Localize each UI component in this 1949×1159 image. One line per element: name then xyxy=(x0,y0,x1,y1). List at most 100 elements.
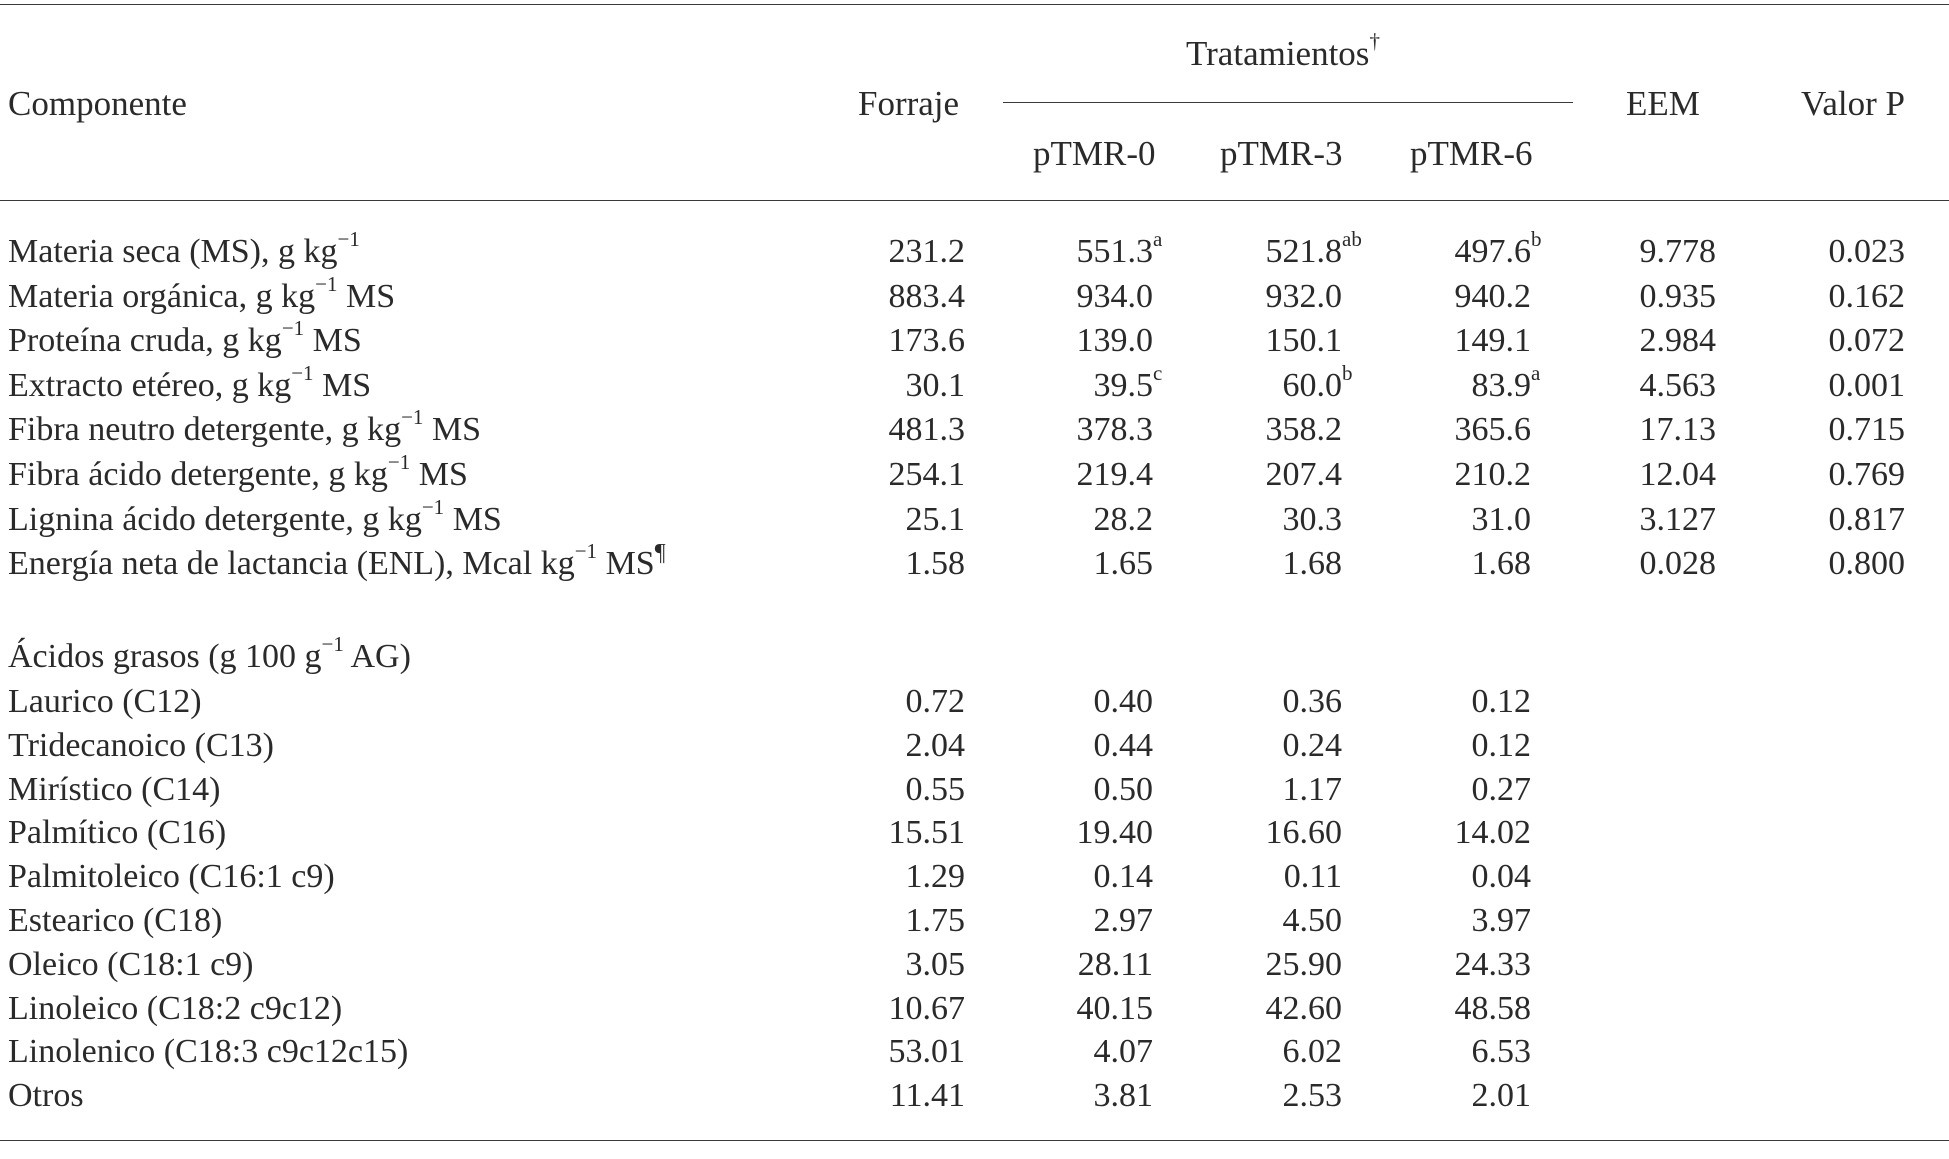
cell-forraje: 0.55 xyxy=(906,770,966,810)
header-eem: EEM xyxy=(1626,84,1700,123)
cell-p3-value: 6.02 xyxy=(1282,1033,1343,1070)
cell-forraje-value: 1.75 xyxy=(905,902,966,939)
cell-p0-value: 40.15 xyxy=(1076,990,1154,1027)
cell-p3: 0.24 xyxy=(1283,726,1343,766)
cell-p3-value: 521.8 xyxy=(1265,233,1343,270)
cell-p3-value: 0.24 xyxy=(1282,727,1343,764)
unit-exponent: −1 xyxy=(281,315,305,340)
cell-p: 0.769 xyxy=(1829,455,1906,495)
cell-p6: 14.02 xyxy=(1455,813,1532,853)
cell-forraje-value: 11.41 xyxy=(889,1077,965,1114)
header-tratamientos-label: Tratamientos xyxy=(1186,34,1370,73)
cell-p: 0.023 xyxy=(1829,232,1906,272)
cell-forraje: 3.05 xyxy=(906,945,966,985)
cell-p6-sig-mark: a xyxy=(1531,360,1541,385)
cell-p6-value: 497.6 xyxy=(1454,233,1532,270)
cell-eem-value: 17.13 xyxy=(1639,411,1717,448)
fatty-row-label: Tridecanoico (C13) xyxy=(8,727,274,764)
cell-p0: 28.2 xyxy=(1094,500,1154,540)
cell-eem-value: 4.563 xyxy=(1639,367,1717,404)
cell-p3: 358.2 xyxy=(1266,410,1343,450)
cell-p0: 378.3 xyxy=(1077,410,1154,450)
label-text-suffix: MS xyxy=(444,501,502,538)
header-rule xyxy=(0,200,1949,201)
cell-p6-value: 0.12 xyxy=(1471,727,1532,764)
cell-forraje: 25.1 xyxy=(906,500,966,540)
cell-p3: 1.68 xyxy=(1283,544,1343,584)
cell-forraje-value: 10.67 xyxy=(888,990,966,1027)
label-text-suffix: MS xyxy=(423,411,482,448)
fatty-row-label: Laurico (C12) xyxy=(8,683,202,720)
cell-p3-value: 4.50 xyxy=(1282,902,1343,939)
cell-p3: 30.3 xyxy=(1283,500,1343,540)
cell-p3-sig-mark: ab xyxy=(1342,226,1362,251)
cell-forraje-value: 3.05 xyxy=(905,946,966,983)
cell-p3-value: 150.1 xyxy=(1265,322,1343,359)
cell-forraje-value: 1.58 xyxy=(905,545,966,582)
cell-p0-value: 28.11 xyxy=(1077,946,1153,983)
cell-p0-sig-mark: a xyxy=(1153,226,1163,251)
cell-p3: 2.53 xyxy=(1283,1076,1343,1116)
cell-eem-value: 0.935 xyxy=(1639,278,1717,315)
cell-p-value: 0.001 xyxy=(1828,367,1906,404)
cell-eem-value: 12.04 xyxy=(1639,456,1717,493)
cell-forraje-value: 231.2 xyxy=(888,233,966,270)
cell-p3-value: 0.36 xyxy=(1282,683,1343,720)
dagger-footnote-mark: † xyxy=(1369,29,1380,54)
unit-exponent: −1 xyxy=(401,404,424,429)
fatty-row-label: Palmitoleico (C16:1 c9) xyxy=(8,858,335,895)
cell-p: 0.817 xyxy=(1829,500,1906,540)
cell-p0: 3.81 xyxy=(1094,1076,1154,1116)
cell-forraje-value: 25.1 xyxy=(905,501,966,538)
cell-forraje: 30.1 xyxy=(906,366,966,406)
cell-forraje: 1.75 xyxy=(906,901,966,941)
header-componente: Componente xyxy=(8,84,187,123)
cell-p6: 3.97 xyxy=(1472,901,1532,941)
cell-forraje: 254.1 xyxy=(889,455,966,495)
cell-p6: 6.53 xyxy=(1472,1032,1532,1072)
header-ptmr3: pTMR-3 xyxy=(1220,134,1343,173)
cell-forraje: 2.04 xyxy=(906,726,966,766)
cell-p0: 40.15 xyxy=(1077,989,1154,1029)
cell-eem: 9.778 xyxy=(1640,232,1717,272)
cell-p6-value: 24.33 xyxy=(1454,946,1532,983)
cell-p0: 0.44 xyxy=(1094,726,1154,766)
cell-p3-sig-mark: b xyxy=(1342,360,1353,385)
cell-p6: 31.0 xyxy=(1472,500,1532,540)
label-text-suffix: AG) xyxy=(343,638,411,675)
cell-p3-value: 932.0 xyxy=(1265,278,1343,315)
fatty-row-label: Linoleico (C18:2 c9c12) xyxy=(8,990,343,1027)
cell-p0-value: 0.14 xyxy=(1093,858,1154,895)
label-text: Fibra ácido detergente, g kg xyxy=(8,456,388,493)
cell-p0-value: 28.2 xyxy=(1093,501,1154,538)
cell-p-value: 0.072 xyxy=(1828,322,1906,359)
cell-p3-value: 30.3 xyxy=(1282,501,1343,538)
cell-forraje: 481.3 xyxy=(889,410,966,450)
cell-eem-value: 0.028 xyxy=(1639,545,1717,582)
cell-p6: 83.9 a xyxy=(1472,362,1541,406)
cell-p-value: 0.769 xyxy=(1828,456,1906,493)
label-text-suffix: MS xyxy=(597,545,655,582)
cell-p6: 149.1 xyxy=(1455,321,1532,361)
pilcrow-footnote-mark: ¶ xyxy=(654,539,666,566)
cell-p: 0.162 xyxy=(1829,277,1906,317)
cell-p3: 60.0 b xyxy=(1283,362,1353,406)
cell-p0-value: 4.07 xyxy=(1093,1033,1154,1070)
header-valor-p: Valor P xyxy=(1801,84,1906,123)
composition-row-label: Extracto etéreo, g kg−1 MS xyxy=(8,362,371,406)
cell-forraje-value: 481.3 xyxy=(888,411,966,448)
cell-p0: 28.11 xyxy=(1078,945,1153,985)
cell-p6: 940.2 xyxy=(1455,277,1532,317)
unit-exponent: −1 xyxy=(421,494,445,519)
cell-p6-value: 365.6 xyxy=(1454,411,1532,448)
cell-p6: 1.68 xyxy=(1472,544,1532,584)
cell-p0-value: 0.50 xyxy=(1093,771,1154,808)
cell-p0: 139.0 xyxy=(1077,321,1154,361)
cell-eem: 0.028 xyxy=(1640,544,1717,584)
header-ptmr0: pTMR-0 xyxy=(1033,134,1156,173)
header-tratamientos: Tratamientos† xyxy=(1186,31,1380,74)
composition-row-label: Fibra ácido detergente, g kg−1 MS xyxy=(8,451,468,495)
cell-p6: 2.01 xyxy=(1472,1076,1532,1116)
cell-forraje: 15.51 xyxy=(889,813,966,853)
cell-eem: 17.13 xyxy=(1640,410,1717,450)
